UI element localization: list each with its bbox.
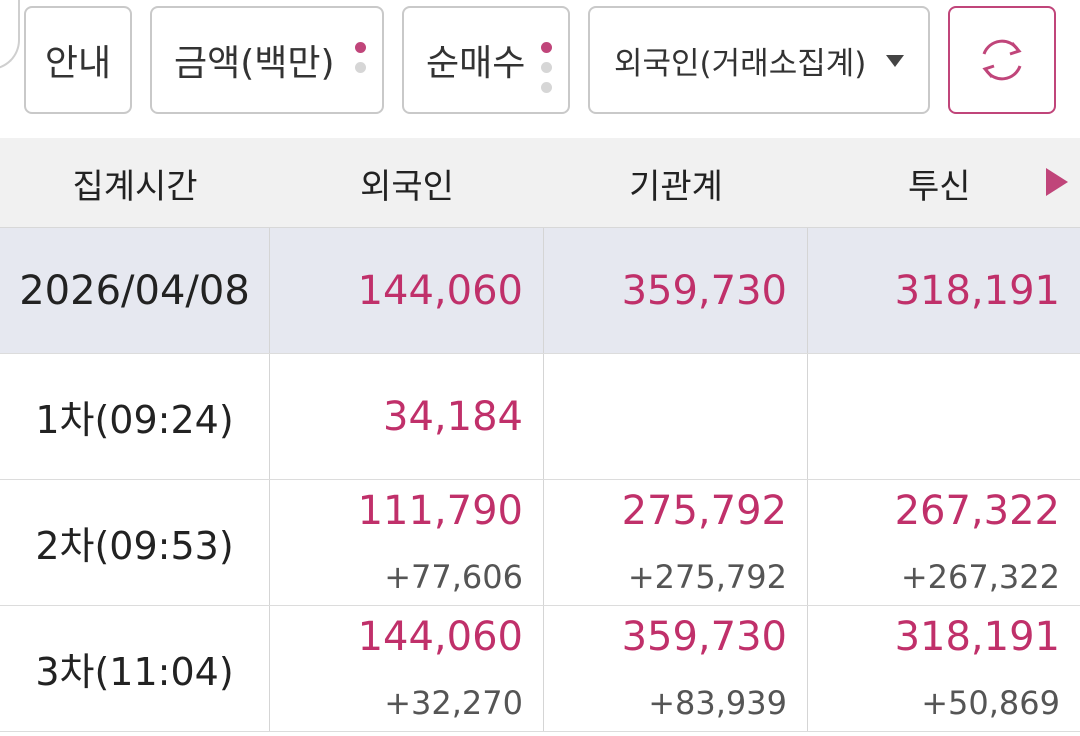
refresh-button[interactable] [948, 6, 1056, 114]
institution-delta: +83,939 [648, 684, 787, 722]
row-time: 1차(09:24) [0, 354, 270, 479]
institution-delta: +275,792 [627, 558, 787, 596]
table-row-total[interactable]: 2026/04/08 144,060 359,730 318,191 [0, 228, 1080, 354]
table-row[interactable]: 2차(09:53) 111,790 +77,606 275,792 +275,7… [0, 480, 1080, 606]
trust-value: 318,191 [894, 268, 1060, 314]
foreign-value: 34,184 [383, 394, 523, 440]
column-header-foreign: 외국인 [360, 166, 454, 207]
column-header-institution: 기관계 [629, 166, 723, 207]
investor-select[interactable]: 외국인(거래소집계) [588, 6, 930, 114]
row-time: 3차(11:04) [0, 606, 270, 731]
foreign-delta: +32,270 [384, 684, 523, 722]
toolbar: 안내 금액(백만) 순매수 외국인(거래소집계) [0, 0, 1080, 138]
foreign-value: 111,790 [357, 488, 523, 534]
scroll-right-arrow-icon[interactable] [1046, 168, 1068, 196]
column-header-time: 집계시간 [72, 166, 198, 207]
table-header: 집계시간 외국인 기관계 투신 [0, 138, 1080, 228]
trust-value: 318,191 [894, 614, 1060, 660]
institution-value: 359,730 [621, 268, 787, 314]
table-row[interactable]: 3차(11:04) 144,060 +32,270 359,730 +83,93… [0, 606, 1080, 732]
toggle-indicator-icon [541, 42, 552, 93]
table-row[interactable]: 1차(09:24) 34,184 [0, 354, 1080, 480]
row-time: 2차(09:53) [0, 480, 270, 605]
foreign-delta: +77,606 [384, 558, 523, 596]
data-table: 2026/04/08 144,060 359,730 318,191 1차(09… [0, 228, 1080, 732]
trust-delta: +50,869 [921, 684, 1060, 722]
amount-toggle-label: 금액(백만) [174, 43, 335, 84]
guide-button[interactable]: 안내 [24, 6, 132, 114]
institution-value: 359,730 [621, 614, 787, 660]
foreign-value: 144,060 [357, 614, 523, 660]
foreign-value: 144,060 [357, 268, 523, 314]
net-buy-toggle-label: 순매수 [426, 43, 526, 84]
trust-value: 267,322 [894, 488, 1060, 534]
investor-select-value: 외국인(거래소집계) [614, 45, 867, 82]
trust-delta: +267,322 [900, 558, 1060, 596]
guide-button-label: 안내 [44, 43, 112, 84]
dropdown-caret-icon [886, 55, 904, 67]
toggle-indicator-icon [355, 42, 366, 73]
row-time: 2026/04/08 [0, 228, 270, 353]
column-header-trust: 투신 [908, 166, 971, 207]
refresh-icon [982, 39, 1022, 81]
amount-toggle-button[interactable]: 금액(백만) [150, 6, 384, 114]
edge-handle [0, 0, 20, 70]
institution-value: 275,792 [621, 488, 787, 534]
net-buy-toggle-button[interactable]: 순매수 [402, 6, 570, 114]
